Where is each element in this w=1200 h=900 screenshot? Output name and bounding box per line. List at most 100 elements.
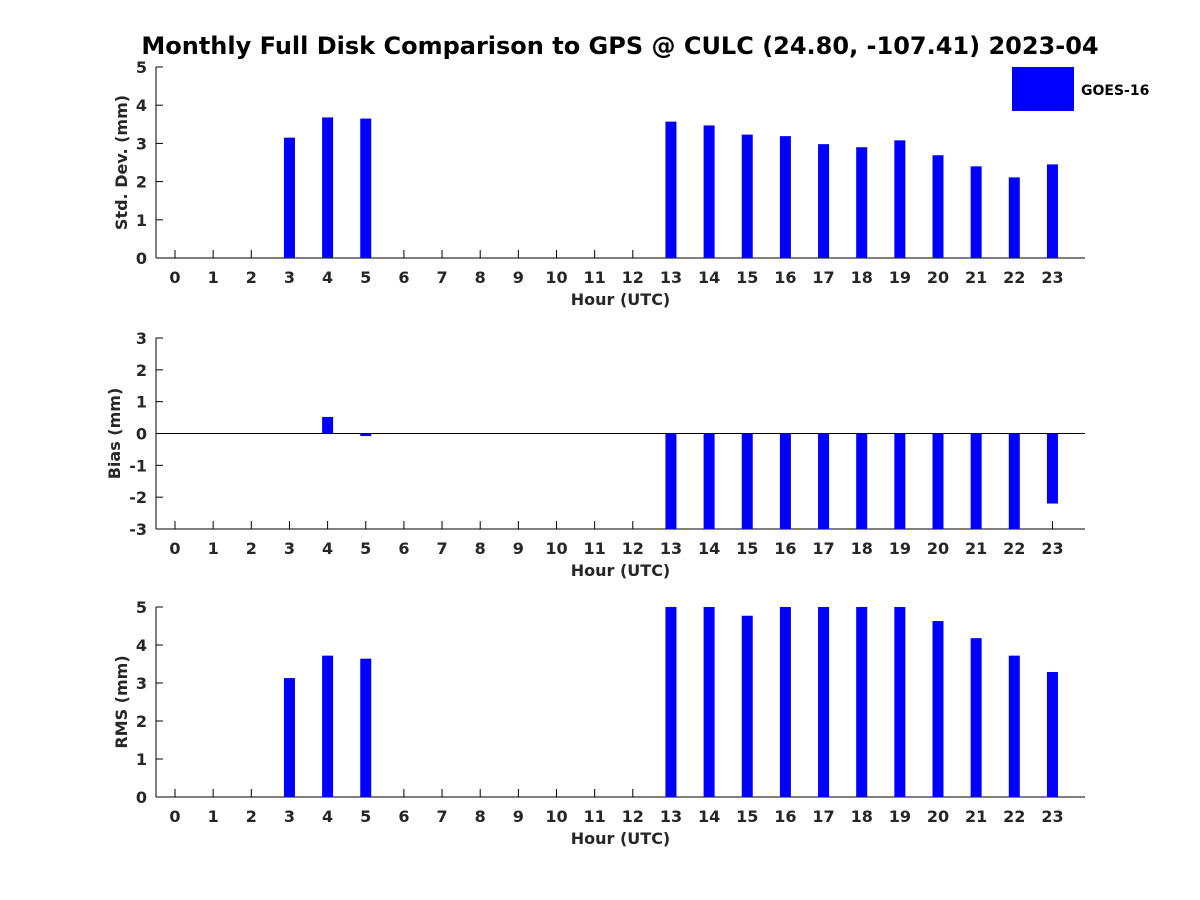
x-tick-label: 14 [698, 807, 720, 826]
y-tick-label: 4 [136, 96, 147, 115]
x-tick-label: 5 [360, 268, 371, 287]
x-tick-label: 20 [927, 807, 949, 826]
x-tick-label: 3 [284, 268, 295, 287]
bar [779, 607, 791, 797]
x-tick-label: 7 [436, 268, 447, 287]
bar [970, 433, 982, 529]
legend: GOES-16 [1012, 67, 1149, 111]
x-tick-label: 9 [513, 807, 524, 826]
bar [970, 166, 982, 258]
y-tick-label: -3 [129, 520, 147, 539]
x-tick-label: 20 [927, 268, 949, 287]
x-tick-label: 2 [246, 807, 257, 826]
y-tick-label: 2 [136, 361, 147, 380]
x-tick-label: 19 [889, 807, 911, 826]
y-tick-label: 4 [136, 636, 147, 655]
x-tick-label: 14 [698, 539, 720, 558]
bar [322, 655, 334, 797]
y-axis-label: Bias (mm) [105, 388, 124, 480]
x-tick-label: 1 [208, 807, 219, 826]
x-tick-label: 4 [322, 539, 333, 558]
x-tick-label: 22 [1003, 268, 1025, 287]
x-tick-label: 20 [927, 539, 949, 558]
x-tick-label: 1 [208, 539, 219, 558]
x-tick-label: 13 [660, 539, 682, 558]
x-tick-label: 23 [1041, 268, 1063, 287]
x-axis-label: Hour (UTC) [571, 290, 671, 309]
x-tick-label: 15 [736, 268, 758, 287]
bar [1008, 655, 1020, 797]
x-tick-label: 21 [965, 807, 987, 826]
y-tick-label: 5 [136, 58, 147, 77]
x-tick-label: 17 [812, 539, 834, 558]
x-tick-label: 13 [660, 268, 682, 287]
x-tick-label: 18 [851, 539, 873, 558]
x-tick-label: 12 [622, 268, 644, 287]
bar [932, 155, 944, 258]
x-tick-label: 19 [889, 268, 911, 287]
y-tick-label: -1 [129, 456, 147, 475]
bar [322, 117, 334, 258]
x-tick-label: 4 [322, 807, 333, 826]
bar [818, 433, 830, 529]
x-tick-label: 2 [246, 539, 257, 558]
x-tick-label: 19 [889, 539, 911, 558]
x-tick-label: 22 [1003, 807, 1025, 826]
bar [1008, 433, 1020, 529]
x-tick-label: 11 [584, 268, 606, 287]
bar [1046, 433, 1058, 504]
x-tick-label: 16 [774, 539, 796, 558]
x-tick-label: 5 [360, 807, 371, 826]
bar [741, 134, 753, 258]
x-tick-label: 5 [360, 539, 371, 558]
y-tick-label: 1 [136, 750, 147, 769]
bar [779, 136, 791, 258]
y-tick-label: 0 [136, 788, 147, 807]
x-tick-label: 10 [545, 807, 567, 826]
x-tick-label: 14 [698, 268, 720, 287]
x-tick-label: 22 [1003, 539, 1025, 558]
bar [894, 140, 906, 258]
x-axis-label: Hour (UTC) [571, 829, 671, 848]
x-tick-label: 12 [622, 539, 644, 558]
bar [283, 137, 295, 258]
x-tick-label: 9 [513, 539, 524, 558]
bar [970, 638, 982, 797]
bar [322, 416, 334, 434]
y-tick-label: 2 [136, 173, 147, 192]
x-tick-label: 16 [774, 268, 796, 287]
bar [1046, 164, 1058, 258]
x-tick-label: 8 [475, 268, 486, 287]
bar [932, 433, 944, 529]
x-tick-label: 4 [322, 268, 333, 287]
x-tick-label: 6 [398, 807, 409, 826]
legend-label: GOES-16 [1081, 83, 1149, 99]
bar [779, 433, 791, 529]
bar [894, 607, 906, 797]
x-tick-label: 17 [812, 268, 834, 287]
bar [703, 125, 715, 258]
y-tick-label: -2 [129, 488, 147, 507]
x-tick-label: 2 [246, 268, 257, 287]
bar [703, 607, 715, 797]
x-tick-label: 16 [774, 807, 796, 826]
x-tick-label: 6 [398, 539, 409, 558]
bar [703, 433, 715, 529]
bar [1008, 177, 1020, 258]
legend-swatch [1012, 67, 1074, 111]
chart-title: Monthly Full Disk Comparison to GPS @ CU… [141, 32, 1098, 60]
x-tick-label: 0 [169, 807, 180, 826]
y-tick-label: 3 [136, 674, 147, 693]
bar [818, 144, 830, 258]
bar [741, 433, 753, 529]
x-tick-label: 1 [208, 268, 219, 287]
x-tick-label: 11 [584, 539, 606, 558]
bar [856, 433, 868, 529]
bar [360, 433, 372, 437]
x-tick-label: 18 [851, 807, 873, 826]
y-tick-label: 3 [136, 134, 147, 153]
x-tick-label: 9 [513, 268, 524, 287]
bar [894, 433, 906, 529]
